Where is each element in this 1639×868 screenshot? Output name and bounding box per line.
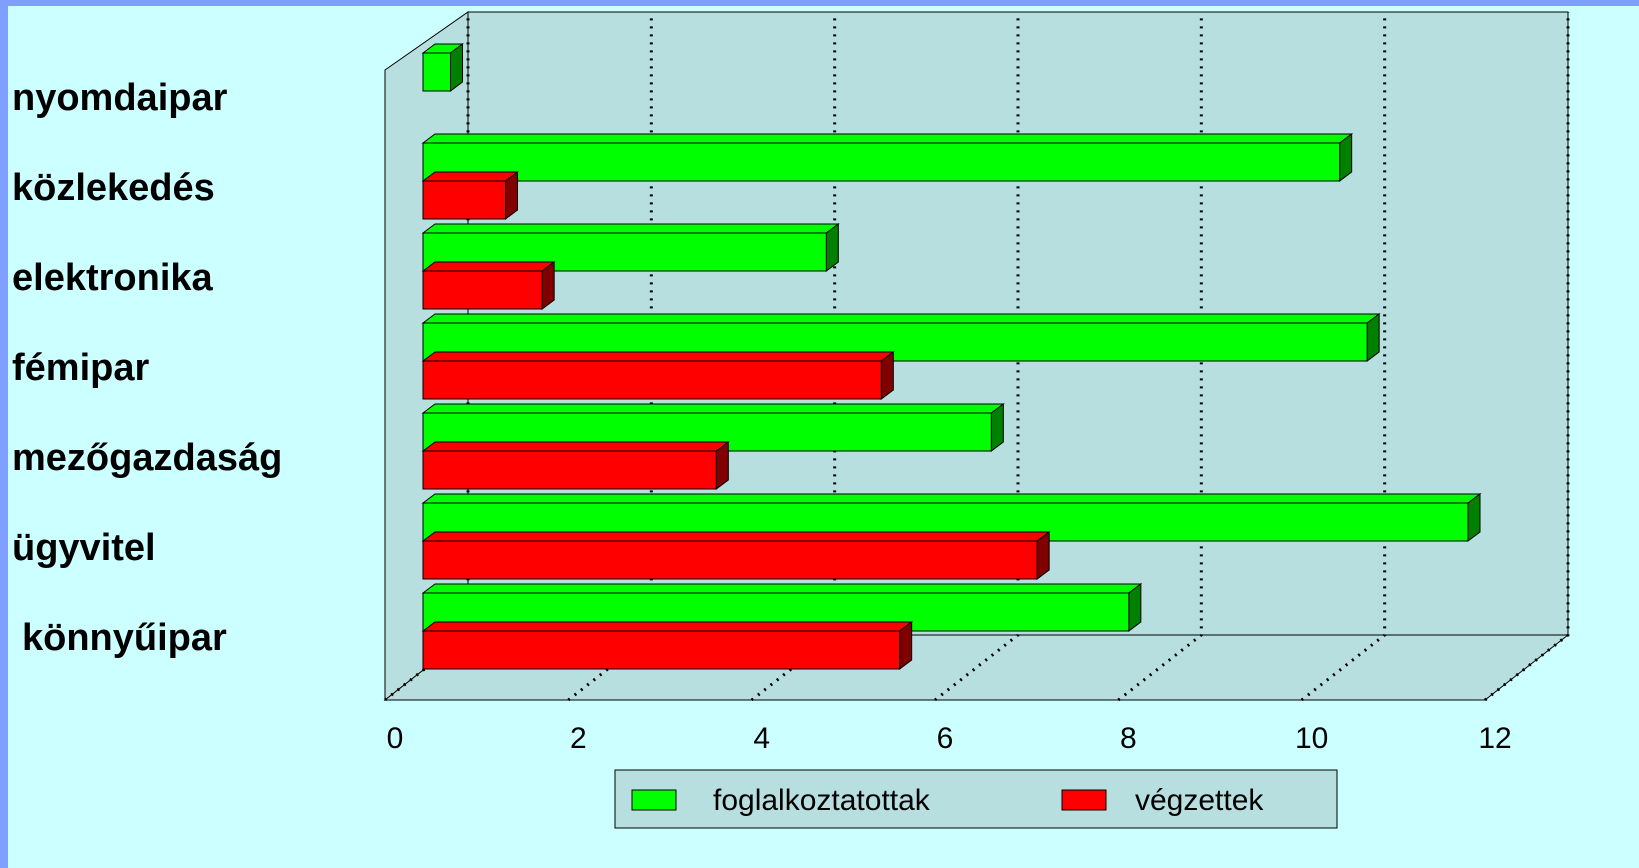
bar [421,171,519,220]
bar-face [421,531,1051,542]
bar [421,43,464,92]
bar-face [421,223,840,234]
bar-face [541,261,555,310]
bar-face [1366,313,1380,362]
x-tick-label: 6 [937,722,954,755]
bar-face [990,403,1004,452]
bar [421,313,1381,362]
bar-face [505,171,518,220]
category-label: mezőgazdaság [12,437,282,479]
bar-face [899,621,913,670]
bar-face [421,583,1143,594]
bar-face [422,322,1368,362]
bar [421,531,1051,580]
bar-face [422,270,543,310]
x-tick-label: 8 [1120,722,1137,755]
bar-face [1036,531,1050,580]
bar-face [421,351,895,362]
bar-face [422,450,717,490]
x-tick-label: 12 [1478,722,1511,755]
legend-swatch [1061,789,1107,811]
legend-swatch [631,789,677,811]
grid-line [1484,12,1570,702]
bar-face [880,351,894,400]
bar-face [1339,133,1353,182]
x-tick-label: 4 [753,722,770,755]
grid-line [1117,12,1203,702]
bar-face [421,261,556,272]
bar-face [421,621,914,632]
category-label: fémipar [12,347,149,389]
bar-face [825,223,839,272]
grid-line [1300,12,1387,702]
legend [614,769,1338,829]
category-label: könnyűipar [22,617,227,659]
bar [421,621,914,670]
category-label: nyomdaipar [12,77,228,119]
legend-label: foglalkoztatottak [713,784,931,817]
bar-face [422,52,451,92]
category-label: ügyvitel [12,527,156,569]
bar-face [715,441,729,490]
bar-face [422,142,1341,182]
bar-face [422,540,1038,580]
bar-face [422,630,901,670]
x-tick-label: 2 [570,722,587,755]
bar-face [421,403,1005,414]
bar-face [450,43,463,92]
bar-face [422,360,882,400]
bar-face [421,313,1381,324]
bar-face [421,133,1354,144]
bar [421,351,895,400]
legend-label: végzettek [1135,784,1264,817]
grid-line [934,12,1020,702]
bar-face [1467,493,1481,542]
category-label: elektronika [12,257,214,299]
bar [421,133,1354,182]
bar [421,261,556,310]
bar [421,441,730,490]
bar-face [421,171,519,182]
bar-face [422,180,506,220]
bar [421,223,840,272]
bar-face [421,493,1482,504]
bar-face [421,441,730,452]
x-tick-label: 0 [387,722,404,755]
category-label: közlekedés [12,167,215,209]
bar-face [1128,583,1142,632]
x-tick-label: 10 [1295,722,1328,755]
